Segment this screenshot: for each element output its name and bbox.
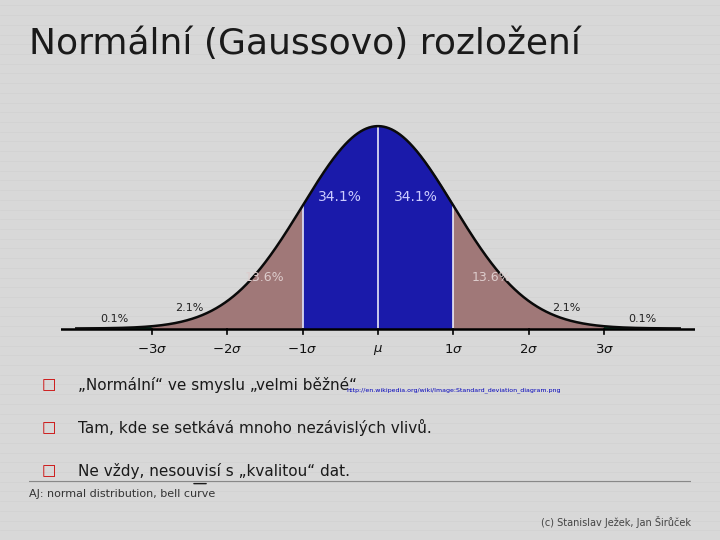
Text: (c) Stanislav Ježek, Jan Širůček: (c) Stanislav Ježek, Jan Širůček xyxy=(541,516,691,529)
Text: 34.1%: 34.1% xyxy=(318,190,362,204)
Text: Normální (Gaussovo) rozložení: Normální (Gaussovo) rozložení xyxy=(29,28,580,61)
Text: □: □ xyxy=(42,421,56,435)
Text: $\mu$: $\mu$ xyxy=(373,343,383,357)
Text: AJ: normal distribution, bell curve: AJ: normal distribution, bell curve xyxy=(29,489,215,500)
Text: □: □ xyxy=(42,464,56,478)
Text: 2.1%: 2.1% xyxy=(175,303,204,313)
Text: $-1\sigma$: $-1\sigma$ xyxy=(287,343,318,356)
Text: Ne vždy, nesouvisí s „kvalitou“ dat.: Ne vždy, nesouvisí s „kvalitou“ dat. xyxy=(78,463,351,479)
Text: 0.1%: 0.1% xyxy=(628,314,656,325)
Text: „Normální“ ve smyslu „velmi běžné“: „Normální“ ve smyslu „velmi běžné“ xyxy=(78,377,358,393)
Text: □: □ xyxy=(42,377,56,392)
Text: $-3\sigma$: $-3\sigma$ xyxy=(137,343,167,356)
Text: http://en.wikipedia.org/wiki/Image:Standard_deviation_diagram.png: http://en.wikipedia.org/wiki/Image:Stand… xyxy=(347,388,562,394)
Text: 0.1%: 0.1% xyxy=(100,314,128,325)
Text: Tam, kde se setkává mnoho nezávislých vlivů.: Tam, kde se setkává mnoho nezávislých vl… xyxy=(78,420,432,436)
Text: 34.1%: 34.1% xyxy=(394,190,438,204)
Text: 2.1%: 2.1% xyxy=(552,303,581,313)
Text: $-2\sigma$: $-2\sigma$ xyxy=(212,343,242,356)
Text: 13.6%: 13.6% xyxy=(472,271,511,284)
Text: $3\sigma$: $3\sigma$ xyxy=(595,343,614,356)
Text: $2\sigma$: $2\sigma$ xyxy=(519,343,539,356)
Text: $1\sigma$: $1\sigma$ xyxy=(444,343,463,356)
Text: 13.6%: 13.6% xyxy=(245,271,284,284)
